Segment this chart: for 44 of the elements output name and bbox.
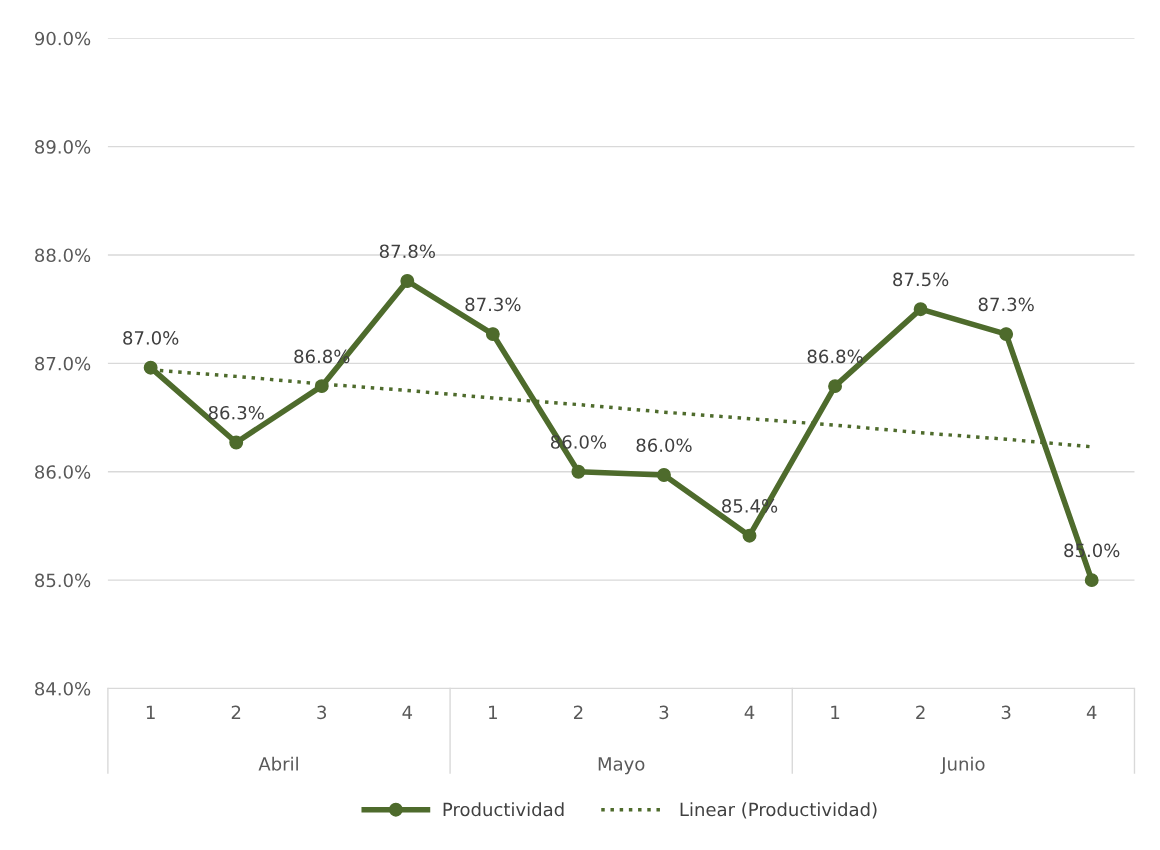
- y-tick-label: 85.0%: [35, 573, 91, 588]
- text: Abril: [258, 756, 298, 771]
- data-label: 87.3%: [978, 297, 1034, 312]
- x-tick-label: 1: [146, 705, 155, 719]
- point: [999, 327, 1014, 342]
- x-tick-label: 2: [231, 705, 241, 719]
- x-tick-label: 3: [659, 705, 669, 720]
- data-label: 87.0%: [123, 331, 179, 345]
- data-label: 86.3%: [208, 405, 264, 420]
- text: Mayo: [598, 757, 645, 775]
- text: Junio: [940, 756, 985, 775]
- data-label: 87.8%: [379, 244, 435, 259]
- point: [828, 379, 843, 394]
- data-label: 87.3%: [465, 297, 521, 312]
- x-tick-label: 4: [1086, 705, 1097, 719]
- point: [400, 274, 415, 288]
- point: [742, 528, 757, 543]
- y-tick-label: 86.0%: [35, 465, 91, 479]
- point: [657, 468, 671, 482]
- x-tick-label: 3: [317, 705, 327, 720]
- point: [314, 379, 329, 394]
- data-label: 86.0%: [636, 438, 692, 453]
- point: [143, 360, 158, 375]
- legend-label: Linear (Productividad): [680, 802, 877, 819]
- y-tick-label: 84.0%: [35, 681, 91, 696]
- point: [913, 302, 928, 317]
- x-tick-label: 2: [916, 705, 925, 719]
- x-tick-label: 2: [573, 705, 583, 719]
- y-tick-label: 90.0%: [34, 31, 91, 46]
- point: [229, 435, 244, 450]
- data-label: 86.8%: [807, 349, 863, 364]
- y-tick-label: 87.0%: [35, 356, 91, 371]
- legend-label: Productividad: [443, 802, 564, 817]
- x-tick-label: 4: [402, 705, 413, 719]
- y-tick-label: 88.0%: [35, 248, 91, 263]
- point: [485, 327, 500, 342]
- y-tick-label: 89.0%: [35, 140, 91, 154]
- x-tick-label: 4: [744, 705, 755, 719]
- x-tick-label: 1: [489, 705, 497, 719]
- point: [1084, 573, 1099, 588]
- point: [571, 464, 586, 479]
- x-tick-label: 1: [831, 705, 840, 719]
- data-label: 87.5%: [893, 272, 949, 287]
- x-tick-label: 3: [1001, 705, 1011, 720]
